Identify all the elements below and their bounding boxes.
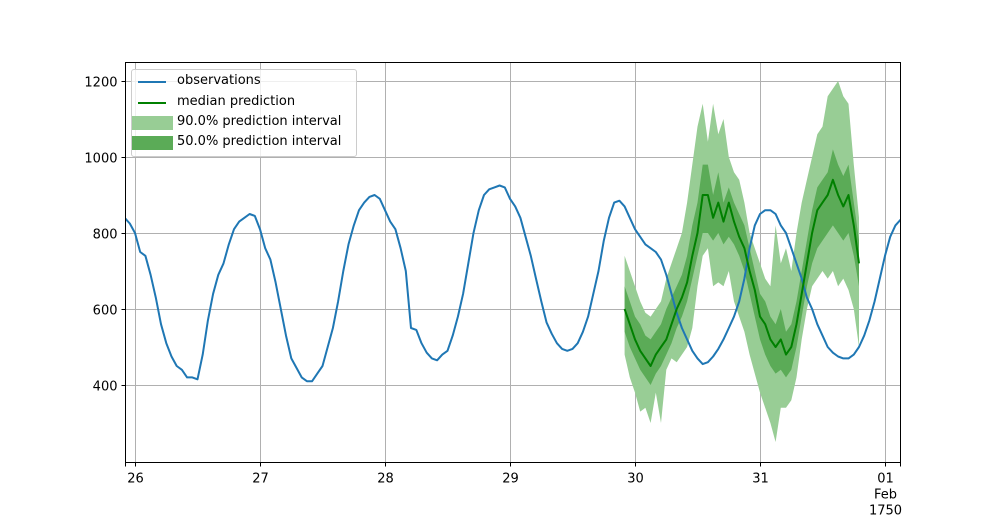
- y-tick-label: 800: [93, 228, 118, 243]
- y-tick-label: 1000: [84, 152, 117, 167]
- x-tick-label: 01: [877, 472, 894, 487]
- observations-line: [125, 184, 901, 383]
- x-tick-label: Feb: [874, 488, 897, 503]
- axes-frame: [125, 62, 901, 463]
- patch-swatch-icon: [132, 116, 173, 130]
- y-tick-label: 400: [93, 380, 118, 395]
- legend-label: median prediction: [177, 94, 296, 109]
- x-tick-label: 1750: [869, 504, 902, 518]
- line-swatch-icon: [138, 102, 166, 104]
- x-tick-label: 27: [252, 472, 269, 487]
- y-tick-label: 600: [93, 304, 118, 319]
- y-tick-label: 1200: [84, 76, 117, 91]
- x-tick-label: 29: [502, 472, 519, 487]
- patch-swatch-icon: [132, 136, 173, 150]
- x-tick-label: 30: [627, 472, 644, 487]
- x-tick-label: 26: [127, 472, 144, 487]
- legend-label: 50.0% prediction interval: [177, 134, 342, 149]
- x-tick-label: 28: [377, 472, 394, 487]
- median-prediction-line: [623, 178, 860, 367]
- legend-label: 90.0% prediction interval: [177, 114, 342, 129]
- x-tick-label: 31: [752, 472, 769, 487]
- legend-label: observations: [177, 73, 261, 88]
- legend: observations median prediction 90.0% pre…: [131, 69, 357, 157]
- line-swatch-icon: [138, 81, 166, 83]
